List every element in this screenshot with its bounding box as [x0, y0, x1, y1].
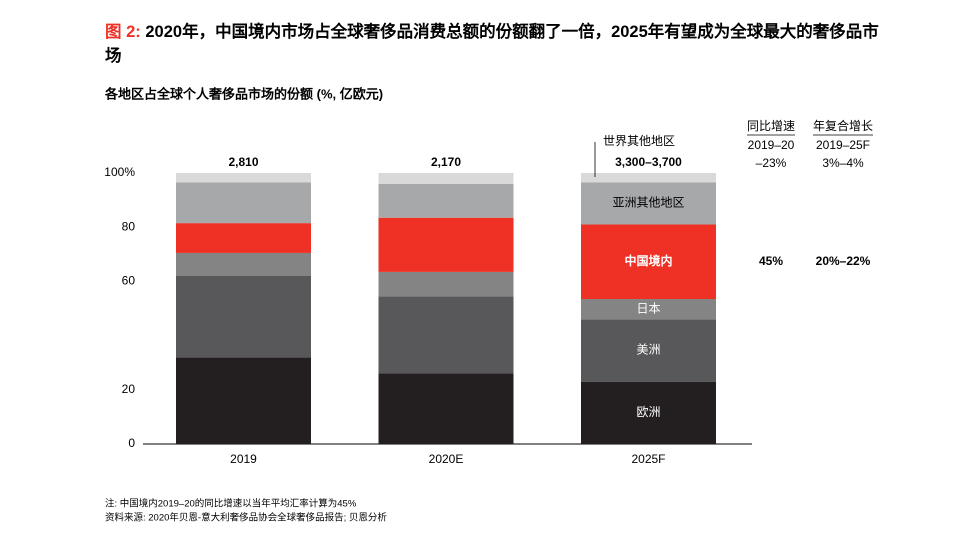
bar-segment	[581, 319, 716, 382]
series-label: 亚洲其他地区	[612, 196, 684, 210]
x-tick-label: 2020E	[429, 452, 464, 466]
total-label: 2,810	[228, 155, 258, 169]
bar-segment	[378, 173, 514, 184]
bar-segment	[581, 299, 716, 320]
note: 注: 中国境内2019–20的同比增速以当年平均汇率计算为45%	[105, 498, 357, 510]
bar-segment	[176, 275, 311, 358]
bar-segment	[176, 223, 311, 253]
bar-segment	[378, 183, 514, 218]
total-label: 2,170	[431, 155, 461, 169]
table-header: 同比增速	[747, 119, 795, 133]
y-tick-label: 100%	[104, 165, 135, 179]
bar-segment	[378, 271, 514, 297]
subtitle: 各地区占全球个人奢侈品市场的份额 (%, 亿欧元)	[104, 86, 383, 101]
chart-title: 图 2: 2020年，中国境内市场占全球奢侈品消费总额的份额翻了一倍，2025年…	[105, 20, 895, 68]
bar-segment	[378, 296, 514, 374]
table-cell: 3%–4%	[822, 156, 864, 170]
bar-segment	[581, 182, 716, 225]
note: 资料来源: 2020年贝恩-意大利奢侈品协会全球奢侈品报告; 贝恩分析	[105, 512, 387, 524]
bar-segment	[378, 373, 514, 444]
series-label: 中国境内	[624, 253, 672, 268]
table-cell: 45%	[759, 254, 783, 268]
bar-segment	[176, 252, 311, 276]
total-label: 3,300–3,700	[615, 155, 682, 169]
bar-segment	[581, 173, 716, 183]
series-label: 日本	[636, 301, 660, 315]
series-label: 美洲	[636, 343, 660, 357]
title-prefix: 图 2:	[105, 23, 141, 41]
table-cell: –23%	[756, 156, 787, 170]
bar-segment	[581, 381, 716, 444]
bar-segment	[378, 217, 514, 272]
bar-segment	[176, 182, 311, 224]
series-label: 欧洲	[636, 405, 660, 419]
title-text: 2020年，中国境内市场占全球奢侈品消费总额的份额翻了一倍，2025年有望成为全…	[105, 23, 879, 65]
bar-segment	[176, 173, 311, 183]
table-header: 年复合增长	[813, 118, 873, 133]
y-tick-label: 0	[128, 436, 135, 450]
table-cell: 20%–22%	[816, 254, 871, 268]
table-period: 2019–20	[748, 138, 795, 152]
y-tick-label: 60	[122, 274, 136, 288]
x-tick-label: 2025F	[631, 452, 665, 466]
series-label: 世界其他地区	[603, 134, 675, 148]
bar-segment	[176, 357, 311, 444]
table-period: 2019–25F	[816, 138, 870, 152]
y-tick-label: 80	[122, 219, 136, 233]
y-tick-label: 20	[122, 382, 136, 396]
x-tick-label: 2019	[230, 452, 257, 466]
bar-segment	[581, 224, 716, 300]
